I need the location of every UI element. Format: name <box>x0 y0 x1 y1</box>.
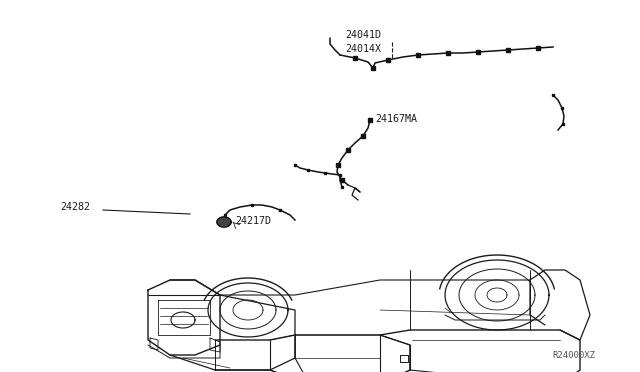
Polygon shape <box>217 217 231 227</box>
Text: 24282: 24282 <box>60 202 90 212</box>
Text: 24041D: 24041D <box>345 30 381 40</box>
Text: 24014X: 24014X <box>345 44 381 54</box>
Text: R24000XZ: R24000XZ <box>552 351 595 360</box>
Text: 24167MA: 24167MA <box>375 114 417 124</box>
Text: 24217D: 24217D <box>235 216 271 226</box>
